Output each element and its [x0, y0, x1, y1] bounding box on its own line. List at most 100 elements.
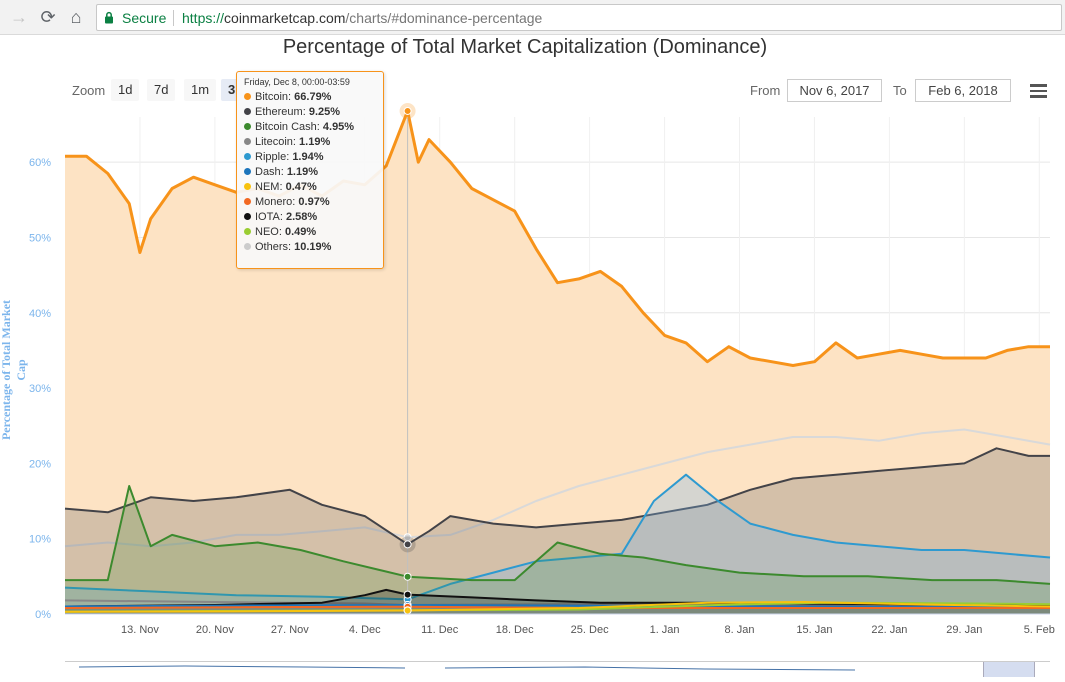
- y-tick-label: 10%: [29, 534, 51, 546]
- tooltip-series-name: Ethereum: [255, 106, 303, 118]
- x-tick-label: 15. Jan: [796, 624, 832, 636]
- series-line-others[interactable]: [64, 428, 1051, 548]
- zoom-1d-button[interactable]: 1d: [111, 79, 140, 101]
- series-color-dot: [244, 243, 251, 250]
- x-tick-label: 22. Jan: [871, 624, 907, 636]
- x-tick-label: 25. Dec: [571, 624, 609, 636]
- series-color-dot: [244, 198, 251, 205]
- tooltip-series-value: 1.94%: [292, 151, 324, 163]
- chart-title: Percentage of Total Market Capitalizatio…: [282, 36, 768, 58]
- tooltip-series-value: 0.97%: [298, 196, 330, 208]
- tooltip-row-litecoin: Litecoin: 1.19%: [244, 135, 377, 150]
- zoom-label: Zoom: [72, 83, 106, 98]
- x-tick-label: 27. Nov: [271, 624, 309, 636]
- navigator-series: [78, 665, 856, 671]
- chart-tooltip: Friday, Dec 8, 00:00-03:59 Bitcoin: 66.7…: [236, 71, 384, 269]
- url-scheme: https://: [182, 10, 225, 26]
- series-color-dot: [244, 168, 251, 175]
- tooltip-row-iota: IOTA: 2.58%: [244, 210, 377, 225]
- series-color-dot: [244, 93, 251, 100]
- x-tick-label: 5. Feb: [1024, 624, 1055, 636]
- url-path: /charts/#dominance-percentage: [345, 10, 543, 26]
- tooltip-row-ethereum: Ethereum: 9.25%: [244, 105, 377, 120]
- tooltip-series-name: NEM: [255, 181, 280, 193]
- x-tick-label: 8. Jan: [725, 624, 755, 636]
- y-tick-label: 30%: [29, 383, 51, 395]
- x-tick-label: 1. Jan: [650, 624, 680, 636]
- x-tick-label: 18. Dec: [496, 624, 534, 636]
- series-color-dot: [244, 108, 251, 115]
- series-color-dot: [244, 153, 251, 160]
- reload-icon[interactable]: ⟳: [40, 6, 56, 27]
- hover-markers: [399, 102, 416, 615]
- x-tick-label: 11. Dec: [421, 624, 459, 636]
- tooltip-row-others: Others: 10.19%: [244, 240, 377, 255]
- series-color-dot: [244, 213, 251, 220]
- hamburger-menu-icon[interactable]: [1030, 84, 1047, 98]
- y-tick-label: 40%: [29, 308, 51, 320]
- from-label: From: [750, 83, 781, 98]
- tooltip-row-monero: Monero: 0.97%: [244, 195, 377, 210]
- y-tick-label: 0%: [35, 609, 51, 621]
- home-icon[interactable]: ⌂: [70, 6, 82, 27]
- x-tick-label: 13. Nov: [121, 624, 159, 636]
- series-color-dot: [244, 228, 251, 235]
- tooltip-series-value: 1.19%: [286, 166, 319, 178]
- hover-marker-bitcoin: [403, 106, 412, 115]
- back-icon[interactable]: →: [10, 6, 28, 27]
- y-tick-label: 50%: [29, 232, 51, 244]
- url-host: coinmarketcap.com: [224, 10, 346, 26]
- y-tick-label: 60%: [29, 157, 51, 169]
- tooltip-row-dash: Dash: 1.19%: [244, 165, 377, 180]
- tooltip-series-name: IOTA: [255, 211, 280, 223]
- series-layer[interactable]: [64, 109, 1051, 614]
- tooltip-series-name: Dash: [255, 166, 281, 178]
- series-color-dot: [244, 123, 251, 130]
- tooltip-row-neo: NEO: 0.49%: [244, 225, 377, 240]
- x-tick-labels: 13. Nov 20. Nov 27. Nov 4. Dec 11. Dec 18. De…: [121, 624, 1055, 636]
- tooltip-row-nem: NEM: 0.47%: [244, 180, 377, 195]
- address-bar[interactable]: Secure https://coinmarketcap.com/charts/…: [96, 4, 1062, 31]
- secure-label: Secure: [122, 10, 167, 26]
- tooltip-series-value: 10.19%: [294, 241, 332, 253]
- lock-icon: [105, 11, 113, 24]
- zoom-1m-button[interactable]: 1m: [184, 79, 217, 101]
- y-tick-labels: 0% 10% 20% 30% 40% 50% 60%: [29, 157, 51, 621]
- to-date-input[interactable]: Feb 6, 2018: [915, 79, 1011, 102]
- series-area-ripple: [65, 474, 1050, 614]
- tooltip-series-name: Monero: [255, 196, 293, 208]
- tooltip-series-value: 0.47%: [285, 181, 317, 193]
- tooltip-series-name: Litecoin: [255, 136, 293, 148]
- series-line-bitcoin-cash[interactable]: [65, 485, 1051, 585]
- x-tick-label: 4. Dec: [349, 624, 381, 636]
- tooltip-series-value: 4.95%: [322, 121, 355, 133]
- tooltip-row-bitcoin: Bitcoin: 66.79%: [244, 90, 377, 105]
- tooltip-series-value: 9.25%: [308, 106, 341, 118]
- series-line-ethereum[interactable]: [64, 447, 1050, 546]
- url-text[interactable]: https://coinmarketcap.com/charts/#domina…: [182, 10, 542, 26]
- series-area-ethereum: [65, 448, 1050, 614]
- series-line-nem[interactable]: [64, 601, 1051, 613]
- tooltip-series-value: 2.58%: [285, 211, 318, 223]
- navigator-handle[interactable]: [983, 662, 1035, 677]
- hover-marker-bitcoin-cash: [403, 572, 412, 581]
- navigator-bar[interactable]: [65, 661, 1050, 677]
- tooltip-series-name: Others: [255, 241, 289, 253]
- x-tick-label: 20. Nov: [196, 624, 234, 636]
- y-tick-label: 20%: [29, 458, 51, 470]
- from-date-input[interactable]: Nov 6, 2017: [787, 79, 882, 102]
- series-line-bitcoin[interactable]: [65, 109, 1050, 367]
- tooltip-series-value: 66.79%: [294, 91, 332, 103]
- series-color-dot: [244, 138, 251, 145]
- zoom-7d-button[interactable]: 7d: [147, 79, 176, 101]
- series-color-dot: [244, 183, 251, 190]
- x-tick-label: 29. Jan: [946, 624, 982, 636]
- tooltip-row-ripple: Ripple: 1.94%: [244, 150, 377, 165]
- hover-marker-ethereum: [403, 540, 412, 549]
- tooltip-rows: Bitcoin: 66.79% Ethereum: 9.25% Bitcoin Ca…: [244, 90, 377, 255]
- hover-marker-iota: [403, 590, 412, 599]
- y-axis-title: Percentage of Total Market Cap: [0, 299, 28, 441]
- tooltip-date: Friday, Dec 8, 00:00-03:59: [244, 77, 350, 87]
- tooltip-row-bitcoin-cash: Bitcoin Cash: 4.95%: [244, 120, 377, 135]
